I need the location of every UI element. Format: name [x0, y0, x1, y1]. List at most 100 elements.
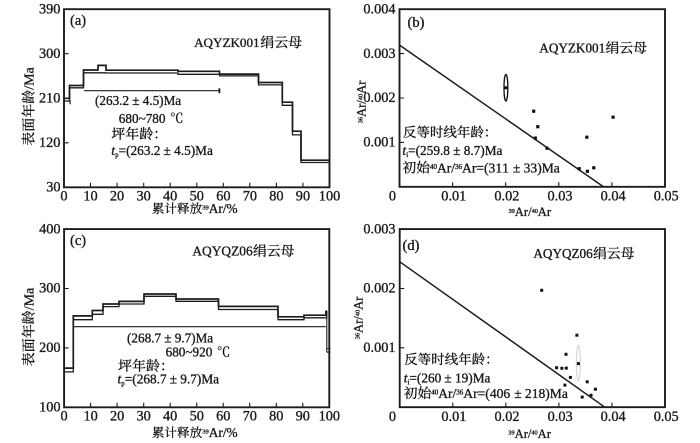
svg-text:90: 90	[296, 408, 310, 424]
svg-text:Ar: Ar	[355, 80, 369, 94]
svg-text:19)Ma: 19)Ma	[455, 370, 491, 385]
svg-text:AQYZK001: AQYZK001	[539, 41, 605, 56]
svg-text:(268.7: (268.7	[127, 331, 161, 346]
svg-text:0.003: 0.003	[363, 221, 395, 237]
svg-text:200: 200	[39, 340, 60, 356]
svg-text:/Ma: /Ma	[23, 287, 38, 310]
svg-text:Ar: Ar	[538, 427, 552, 441]
svg-text:40: 40	[357, 94, 364, 100]
svg-text:33)Ma: 33)Ma	[524, 160, 560, 176]
svg-text:400: 400	[39, 221, 60, 237]
svg-text:100: 100	[319, 189, 340, 205]
svg-text:Ar/: Ar/	[352, 316, 366, 333]
svg-text:(c): (c)	[70, 233, 86, 249]
svg-text:36: 36	[354, 333, 361, 339]
svg-text:300: 300	[39, 281, 60, 297]
svg-text:i: i	[406, 151, 408, 159]
svg-text:t: t	[404, 370, 409, 385]
svg-text:210: 210	[39, 91, 60, 107]
svg-text:0: 0	[389, 409, 396, 425]
svg-text:8.7)Ma: 8.7)Ma	[464, 143, 503, 158]
svg-text:Ar/: Ar/	[355, 100, 369, 117]
svg-text:(a): (a)	[70, 13, 86, 29]
svg-text:(b): (b)	[408, 15, 425, 31]
svg-text:=(268.7: =(268.7	[125, 372, 167, 387]
svg-text:0.05: 0.05	[654, 409, 679, 425]
svg-text:39: 39	[202, 205, 209, 212]
svg-text:0.002: 0.002	[363, 90, 395, 106]
svg-text:0: 0	[389, 189, 396, 205]
svg-text:=(263.2: =(263.2	[119, 143, 161, 158]
svg-text:Ar=(406: Ar=(406	[463, 386, 510, 402]
svg-text:4.5)Ma: 4.5)Ma	[143, 93, 182, 108]
svg-text:±: ±	[132, 93, 139, 108]
svg-text:AQYZK001: AQYZK001	[194, 35, 259, 50]
svg-text:±: ±	[170, 372, 177, 387]
svg-text:680~780: 680~780	[119, 111, 169, 126]
svg-text:p: p	[121, 380, 125, 388]
svg-text:39: 39	[509, 208, 515, 215]
svg-text:390: 390	[39, 1, 60, 17]
svg-text:50: 50	[190, 189, 204, 205]
svg-text:300: 300	[39, 46, 60, 62]
svg-text:Ar/: Ar/	[515, 427, 532, 441]
svg-text:t: t	[402, 143, 407, 158]
svg-text:40: 40	[531, 430, 537, 437]
svg-text:60: 60	[216, 408, 230, 424]
svg-text:50: 50	[190, 408, 204, 424]
svg-text:70: 70	[243, 408, 257, 424]
svg-text:90: 90	[296, 189, 310, 205]
svg-text:4.5)Ma: 4.5)Ma	[174, 143, 213, 158]
svg-text:40: 40	[163, 189, 177, 205]
svg-text:20: 20	[110, 408, 124, 424]
svg-text:36: 36	[455, 163, 463, 171]
svg-text:i: i	[408, 378, 410, 386]
svg-text:±: ±	[514, 386, 521, 401]
svg-text:70: 70	[243, 189, 257, 205]
svg-text:0.03: 0.03	[548, 409, 573, 425]
svg-text:Ar/: Ar/	[437, 160, 455, 175]
svg-text:(263.2: (263.2	[95, 93, 129, 108]
svg-text:±: ±	[444, 370, 451, 385]
svg-text:=(260: =(260	[409, 370, 441, 385]
svg-text:40: 40	[430, 163, 438, 171]
svg-text:Ar/: Ar/	[438, 386, 456, 401]
svg-text:9.7)Ma: 9.7)Ma	[180, 372, 219, 387]
svg-text:±: ±	[513, 160, 520, 175]
svg-text:36: 36	[456, 388, 464, 396]
svg-text:0.04: 0.04	[601, 189, 626, 205]
svg-text:0.01: 0.01	[441, 409, 466, 425]
svg-text:Ar: Ar	[352, 296, 366, 310]
svg-text:AQYQZ06: AQYQZ06	[533, 246, 593, 261]
svg-text:0: 0	[60, 189, 67, 205]
svg-text:0.001: 0.001	[363, 135, 395, 151]
svg-text:(d): (d)	[403, 238, 420, 254]
svg-text:0: 0	[61, 408, 68, 424]
svg-text:100: 100	[39, 400, 60, 416]
svg-text:100: 100	[319, 408, 340, 424]
svg-text:30: 30	[46, 180, 60, 196]
svg-text:40: 40	[431, 388, 439, 396]
svg-text:±: ±	[453, 143, 460, 158]
svg-text:Ar/%: Ar/%	[209, 201, 238, 216]
svg-text:40: 40	[163, 408, 177, 424]
svg-text:0.03: 0.03	[548, 189, 573, 205]
svg-text:20: 20	[110, 189, 124, 205]
svg-text:10: 10	[83, 189, 97, 205]
svg-text:/Ma: /Ma	[23, 66, 38, 89]
svg-text:80: 80	[269, 408, 283, 424]
svg-text:39: 39	[508, 430, 514, 437]
svg-text:±: ±	[164, 331, 171, 346]
svg-text:p: p	[115, 151, 119, 159]
svg-text:0.003: 0.003	[363, 46, 395, 62]
svg-text:Ar/: Ar/	[515, 205, 532, 219]
svg-text:Ar/%: Ar/%	[209, 425, 238, 440]
svg-text:±: ±	[164, 143, 171, 158]
svg-text:AQYQZ06: AQYQZ06	[192, 244, 253, 259]
svg-text:39: 39	[202, 429, 209, 436]
svg-text:0.001: 0.001	[363, 340, 395, 356]
svg-text:0.04: 0.04	[601, 409, 626, 425]
svg-text:t: t	[111, 143, 116, 158]
svg-text:t: t	[118, 372, 123, 387]
svg-text:0.02: 0.02	[494, 189, 519, 205]
